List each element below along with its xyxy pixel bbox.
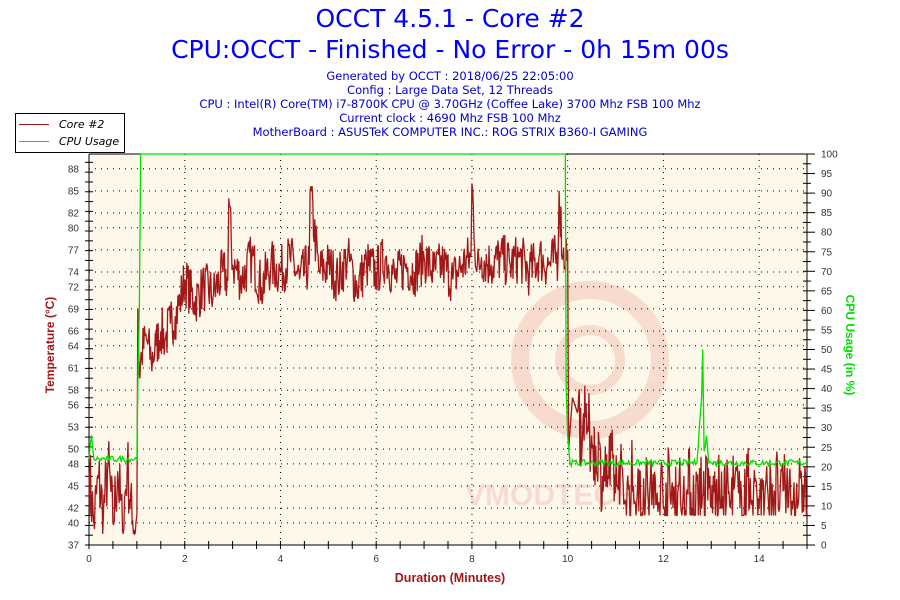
svg-text:61: 61 xyxy=(68,363,80,374)
info-clock: Current clock : 4690 Mhz FSB 100 Mhz xyxy=(339,111,561,125)
svg-text:48: 48 xyxy=(68,459,80,470)
svg-text:5: 5 xyxy=(821,521,827,532)
svg-text:85: 85 xyxy=(68,186,80,197)
svg-text:72: 72 xyxy=(68,282,80,293)
svg-text:69: 69 xyxy=(68,304,80,315)
svg-text:64: 64 xyxy=(68,341,80,352)
svg-text:30: 30 xyxy=(821,423,833,434)
info-motherboard: MotherBoard : ASUSTeK COMPUTER INC.: ROG… xyxy=(252,125,648,139)
svg-text:77: 77 xyxy=(68,245,80,256)
svg-text:37: 37 xyxy=(68,541,80,552)
svg-text:42: 42 xyxy=(68,504,80,515)
svg-text:80: 80 xyxy=(821,228,833,239)
svg-text:95: 95 xyxy=(821,169,833,180)
svg-text:80: 80 xyxy=(68,223,80,234)
svg-text:25: 25 xyxy=(821,443,833,454)
legend-label-cpu-usage: CPU Usage xyxy=(59,134,120,148)
svg-text:66: 66 xyxy=(68,327,80,338)
svg-text:90: 90 xyxy=(821,189,833,200)
svg-text:58: 58 xyxy=(68,386,80,397)
info-config: Config : Large Data Set, 12 Threads xyxy=(347,83,553,97)
svg-text:60: 60 xyxy=(821,306,833,317)
svg-text:0: 0 xyxy=(821,541,827,552)
chart-title: OCCT 4.5.1 - Core #2 xyxy=(315,4,585,33)
svg-text:10: 10 xyxy=(821,501,833,512)
svg-text:4: 4 xyxy=(278,554,284,565)
svg-text:56: 56 xyxy=(68,400,80,411)
svg-text:35: 35 xyxy=(821,404,833,415)
svg-text:65: 65 xyxy=(821,286,833,297)
svg-text:8: 8 xyxy=(469,554,475,565)
svg-text:75: 75 xyxy=(821,247,833,258)
svg-text:45: 45 xyxy=(821,365,833,376)
info-cpu: CPU : Intel(R) Core(TM) i7-8700K CPU @ 3… xyxy=(199,97,701,111)
y-axis-label-right: CPU Usage (in %) xyxy=(843,294,857,396)
svg-text:50: 50 xyxy=(821,345,833,356)
svg-text:12: 12 xyxy=(658,554,670,565)
legend-swatch-core2 xyxy=(19,123,49,125)
svg-text:74: 74 xyxy=(68,268,80,279)
legend-swatch-cpu-usage xyxy=(19,140,49,142)
svg-text:88: 88 xyxy=(68,164,80,175)
svg-text:55: 55 xyxy=(821,325,833,336)
svg-text:85: 85 xyxy=(821,208,833,219)
svg-text:53: 53 xyxy=(68,422,80,433)
svg-text:40: 40 xyxy=(821,384,833,395)
svg-text:40: 40 xyxy=(68,518,80,529)
legend-item-core2: Core #2 xyxy=(19,116,104,132)
x-axis-label: Duration (Minutes) xyxy=(394,571,506,585)
y-axis-label-left: Temperature (°C) xyxy=(43,296,57,394)
svg-text:70: 70 xyxy=(821,267,833,278)
chart-subtitle: CPU:OCCT - Finished - No Error - 0h 15m … xyxy=(171,35,729,64)
info-generated: Generated by OCCT : 2018/06/25 22:05:00 xyxy=(326,69,574,83)
legend: Core #2 CPU Usage xyxy=(15,113,125,153)
legend-item-cpu-usage: CPU Usage xyxy=(19,133,119,149)
svg-text:100: 100 xyxy=(821,150,838,161)
svg-text:2: 2 xyxy=(182,554,188,565)
svg-text:82: 82 xyxy=(68,209,80,220)
svg-text:14: 14 xyxy=(754,554,766,565)
svg-text:0: 0 xyxy=(86,554,92,565)
svg-text:10: 10 xyxy=(562,554,574,565)
svg-text:45: 45 xyxy=(68,481,80,492)
svg-text:20: 20 xyxy=(821,462,833,473)
svg-text:50: 50 xyxy=(68,445,80,456)
svg-text:6: 6 xyxy=(373,554,379,565)
legend-label-core2: Core #2 xyxy=(59,117,105,131)
svg-text:15: 15 xyxy=(821,482,833,493)
